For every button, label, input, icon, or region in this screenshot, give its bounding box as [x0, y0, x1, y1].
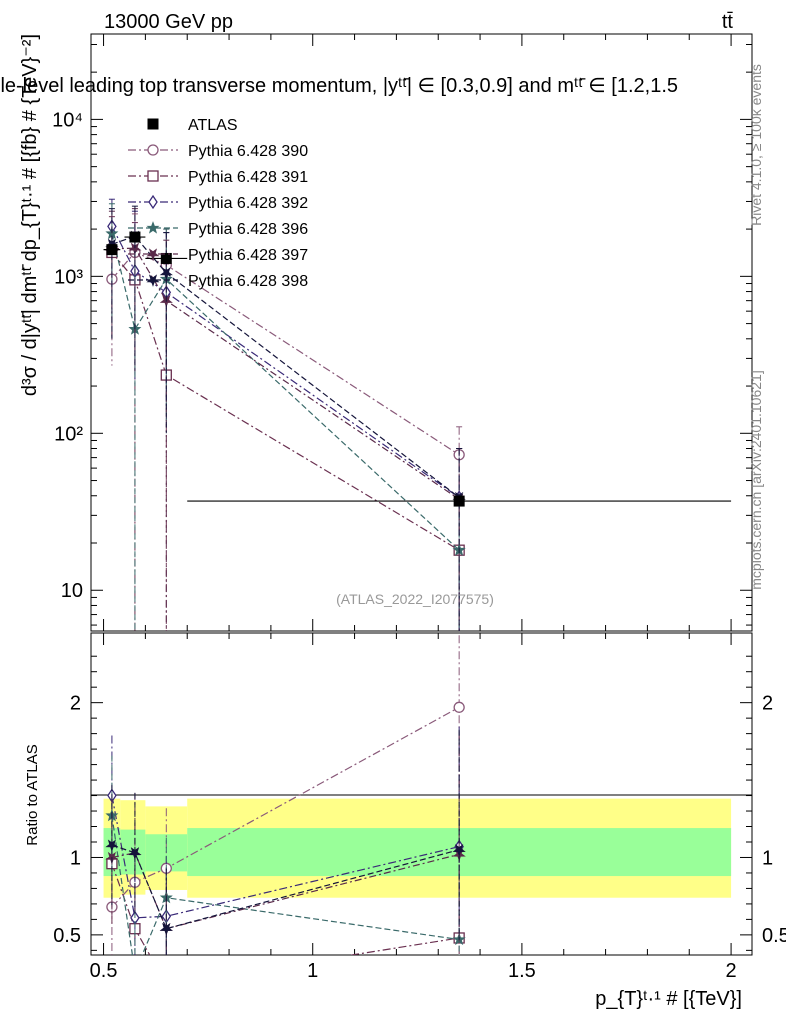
legend-marker [146, 274, 160, 287]
series-line [111, 252, 460, 551]
legend-marker [147, 118, 159, 130]
ratio-point [453, 701, 465, 713]
series-atlas-data [103, 231, 732, 507]
legend-item: Pythia 6.428 398 [128, 273, 308, 290]
legend-item: Pythia 6.428 391 [128, 169, 308, 186]
x-tick-label: 1 [307, 960, 318, 982]
main-y-tick-label: 10² [54, 423, 83, 445]
series-pythia-6.428-396 [105, 203, 466, 631]
ratio-panel-frame [90, 632, 753, 956]
series-line [111, 233, 460, 551]
series-pythia-6.428-390 [106, 213, 465, 555]
main-panel-frame [90, 33, 753, 632]
legend-marker [146, 221, 160, 234]
x-tick-label: 0.5 [90, 960, 118, 982]
analysis-watermark: (ATLAS_2022_I2077575) [336, 591, 494, 607]
ratio-y-tick-label-right: 2 [762, 693, 773, 715]
legend-label: Pythia 6.428 396 [188, 221, 308, 238]
ratio-line [111, 844, 460, 930]
mcplots-credit-text: mcplots.cern.ch [arXiv:2401.10621] [748, 370, 764, 589]
data-point [159, 267, 173, 280]
ratio-y-tick-label: 1 [70, 847, 81, 869]
legend-marker [146, 248, 160, 261]
atlas-data-point [160, 252, 172, 264]
ratio-y-tick-label: 0.5 [53, 925, 81, 947]
legend: ATLAS Pythia 6.428 390 Pythia 6.428 391 Pyt… [128, 117, 308, 290]
legend-item: Pythia 6.428 397 [128, 247, 308, 264]
legend-item: Pythia 6.428 396 [128, 221, 308, 238]
ratio-y-tick-label-right: 0.5 [762, 925, 786, 947]
x-axis-label: p_{T}ᵗ·¹ # [{TeV}] [595, 988, 742, 1010]
legend-marker [147, 170, 159, 182]
ratio-uncertainty-bands [103, 798, 732, 898]
ratio-y-tick-label-right: 1 [762, 847, 773, 869]
ratio-point [105, 839, 119, 853]
ratio-point [129, 966, 140, 977]
series-line [111, 247, 460, 500]
legend-item: Pythia 6.428 392 [128, 194, 308, 212]
legend-item-atlas: ATLAS [147, 117, 238, 134]
plot-title: icle-level leading top transverse moment… [0, 75, 678, 97]
ratio-point [128, 847, 142, 860]
main-y-axis-label: d³σ / d|yᵗᵗ̄| dmᵗᵗ̄ dp_{T}ᵗ·¹ # [{fb} # … [19, 34, 41, 396]
main-y-tick-label: 10³ [54, 266, 83, 288]
ratio-y-tick-label: 2 [70, 693, 81, 715]
legend-label: Pythia 6.428 392 [188, 195, 308, 212]
ratio-series-pythia-6.428-398 [105, 729, 466, 955]
ratio-line [111, 795, 460, 919]
atlas-data-point [106, 244, 118, 256]
x-tick-label: 2 [726, 960, 737, 982]
energy-label: 13000 GeV pp [104, 11, 233, 33]
ratio-point [161, 979, 171, 989]
legend-label: ATLAS [188, 117, 238, 134]
series-pythia-6.428-398 [105, 205, 466, 631]
rivet-version-text: Rivet 4.1.0, ≥ 100k events [748, 64, 764, 226]
ratio-point [159, 923, 173, 936]
x-tick-label: 1.5 [508, 960, 536, 982]
legend-label: Pythia 6.428 390 [188, 143, 308, 160]
ratio-line [111, 815, 460, 955]
atlas-data-point [453, 495, 465, 507]
legend-item: Pythia 6.428 390 [128, 143, 308, 160]
main-y-tick-label: 10⁴ [52, 109, 83, 131]
legend-marker [147, 144, 159, 156]
ratio-point [452, 844, 466, 857]
legend-label: Pythia 6.428 398 [188, 273, 308, 290]
legend-label: Pythia 6.428 391 [188, 169, 308, 186]
legend-marker [148, 194, 158, 210]
atlas-data-point [129, 231, 141, 243]
process-label: tt̄ [722, 11, 734, 33]
legend-label: Pythia 6.428 397 [188, 247, 308, 264]
ratio-y-axis-label: Ratio to ATLAS [24, 744, 41, 845]
main-y-tick-label: 10 [61, 580, 83, 602]
